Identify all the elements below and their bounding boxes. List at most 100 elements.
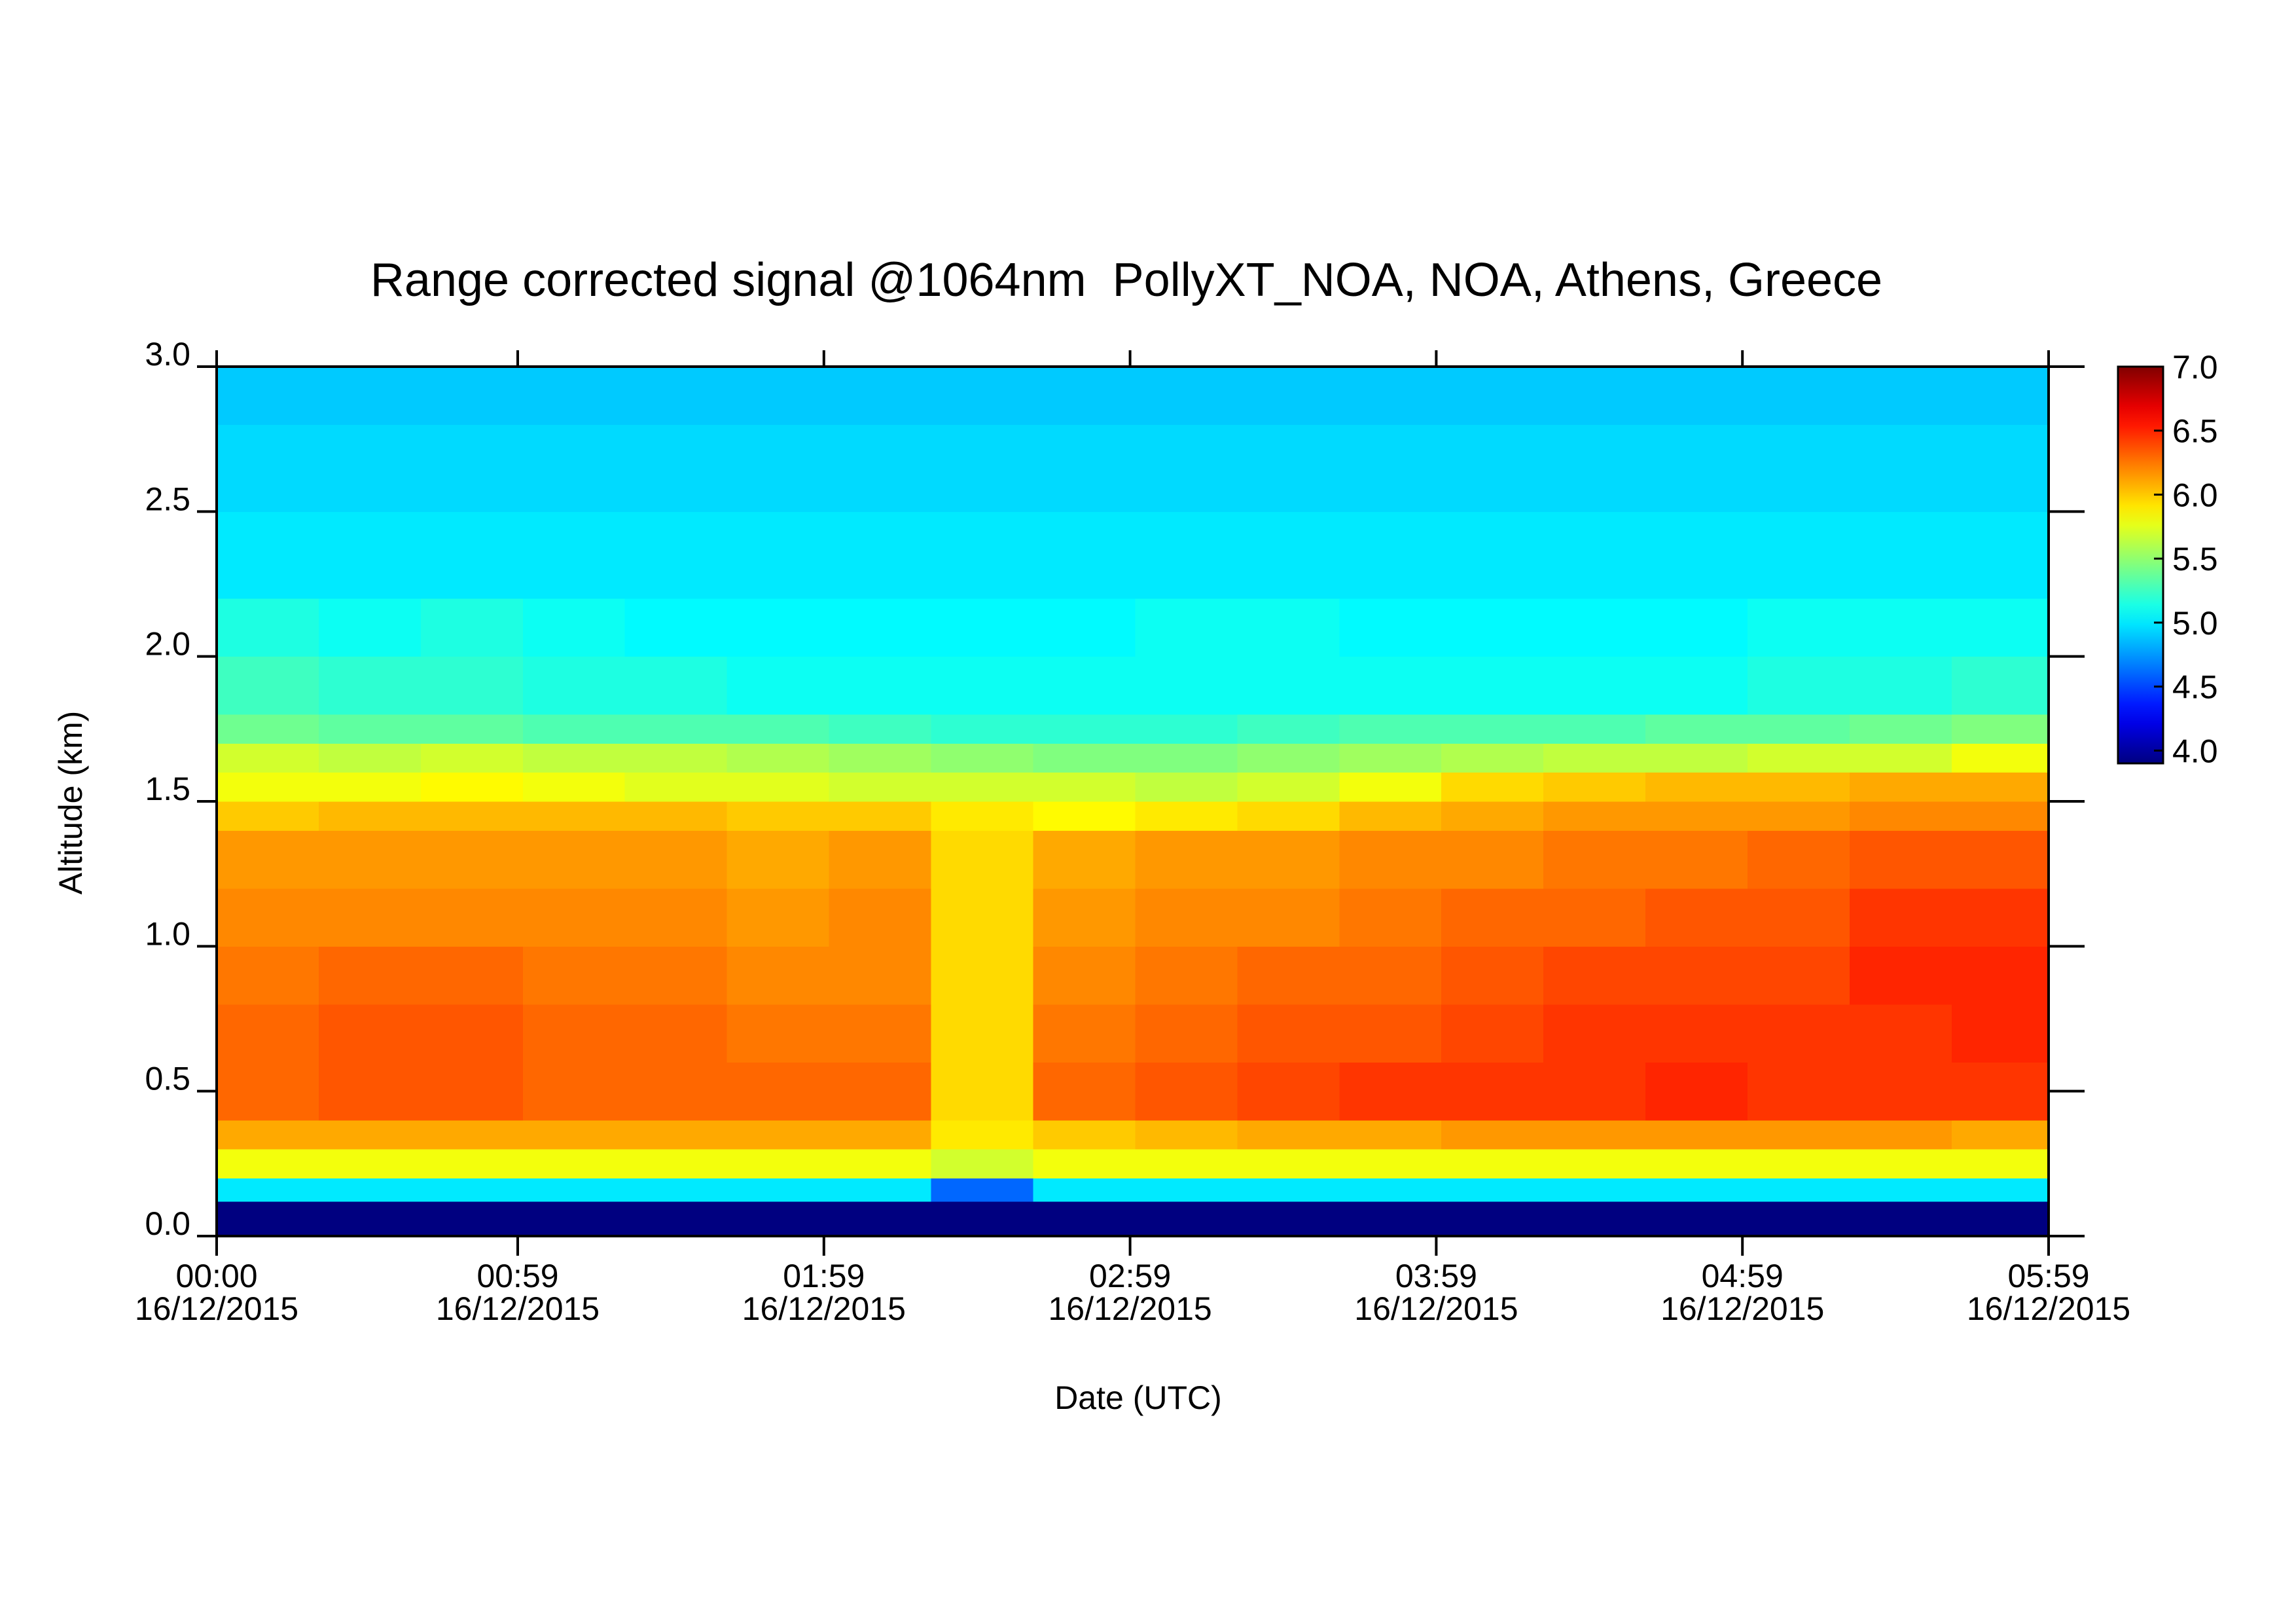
heatmap-cell [217, 801, 319, 831]
heatmap-cell [522, 714, 626, 744]
heatmap-cell [726, 772, 830, 802]
heatmap-cell [1033, 1004, 1136, 1063]
heatmap-cell [726, 598, 830, 657]
heatmap-cell [931, 598, 1033, 657]
heatmap-cell [1747, 598, 1850, 657]
heatmap-cell [931, 656, 1033, 715]
heatmap-cell [1543, 598, 1646, 657]
x-tick-date: 16/12/2015 [1354, 1290, 1518, 1327]
heatmap-cell [1339, 714, 1442, 744]
heatmap-cell [829, 801, 932, 831]
heatmap-cell [1849, 424, 1952, 512]
heatmap-cell [1645, 598, 1748, 657]
heatmap-cell [1339, 743, 1442, 773]
heatmap-cell [1237, 1120, 1340, 1150]
heatmap-cell [1441, 743, 1544, 773]
x-tick-date: 16/12/2015 [1048, 1290, 1211, 1327]
heatmap-cell [1237, 714, 1340, 744]
heatmap-cell [1849, 1004, 1952, 1063]
heatmap-cell [318, 946, 422, 1005]
heatmap-cell [217, 598, 319, 657]
heatmap-cell [1339, 1149, 1442, 1178]
chart-title: Range corrected signal @1064nm PollyXT_N… [370, 254, 1882, 306]
heatmap-cell [624, 772, 728, 802]
heatmap-cell [522, 424, 626, 512]
heatmap-cell [1237, 1062, 1340, 1121]
heatmap-cell [1543, 743, 1646, 773]
heatmap-cell [1339, 1062, 1442, 1121]
heatmap-cell [522, 1120, 626, 1150]
heatmap-cell [1441, 598, 1544, 657]
heatmap-cell [624, 946, 728, 1005]
heatmap-cell [1441, 1201, 1544, 1237]
heatmap-cell [1543, 1062, 1646, 1121]
heatmap-cell [522, 946, 626, 1005]
heatmap-cell [931, 424, 1033, 512]
heatmap-cell [1951, 946, 2049, 1005]
heatmap-cell [1543, 1004, 1646, 1063]
heatmap-cell [217, 772, 319, 802]
heatmap-cell [1645, 1120, 1748, 1150]
heatmap-cell [420, 1120, 524, 1150]
heatmap-cell [1849, 714, 1952, 744]
heatmap-cell [318, 1062, 422, 1121]
heatmap-cell [318, 888, 422, 947]
heatmap-cell [1645, 743, 1748, 773]
heatmap-cell [829, 946, 932, 1005]
heatmap-cell [1237, 511, 1340, 599]
heatmap-cell [1135, 1178, 1238, 1202]
heatmap-cell [217, 830, 319, 889]
heatmap-cell [318, 830, 422, 889]
heatmap-cell [217, 888, 319, 947]
heatmap-cell [1645, 1201, 1748, 1237]
x-tick-date: 16/12/2015 [436, 1290, 600, 1327]
heatmap-cell [1033, 946, 1136, 1005]
heatmap-cell [1339, 598, 1442, 657]
heatmap-cell [931, 888, 1033, 947]
heatmap-cell [1033, 424, 1136, 512]
heatmap-cell [1339, 801, 1442, 831]
heatmap-cell [1747, 1120, 1850, 1150]
heatmap-cell [1747, 1062, 1850, 1121]
heatmap-cell [1543, 714, 1646, 744]
heatmap-cell [1339, 1178, 1442, 1202]
heatmap-cell [624, 367, 728, 426]
heatmap-cell [1441, 424, 1544, 512]
heatmap-cell [217, 714, 319, 744]
heatmap-cell [1135, 1062, 1238, 1121]
heatmap-cell [1849, 511, 1952, 599]
heatmap-cell [1441, 1149, 1544, 1178]
heatmap-cell [931, 946, 1033, 1005]
x-tick-label: 01:59 [783, 1258, 865, 1294]
heatmap-cell [1747, 511, 1850, 599]
heatmap-cell [726, 1120, 830, 1150]
heatmap-cell [420, 946, 524, 1005]
heatmap-cell [217, 1120, 319, 1150]
heatmap-cell [217, 1178, 319, 1202]
heatmap-cell [1747, 714, 1850, 744]
heatmap-cell [1951, 598, 2049, 657]
heatmap-cell [1543, 946, 1646, 1005]
heatmap-cell [1339, 1201, 1442, 1237]
heatmap-cell [318, 1004, 422, 1063]
heatmap-cell [1849, 888, 1952, 947]
heatmap-cell [1033, 801, 1136, 831]
heatmap-cell [1747, 1201, 1850, 1237]
heatmap-cell [1135, 714, 1238, 744]
heatmap-cell [318, 1149, 422, 1178]
heatmap-cell [1441, 888, 1544, 947]
heatmap-cell [1339, 511, 1442, 599]
heatmap-cell [931, 1178, 1033, 1202]
heatmap-cell [1033, 1062, 1136, 1121]
heatmap-cell [726, 1062, 830, 1121]
heatmap-cell [1135, 743, 1238, 773]
heatmap-cell [1849, 1120, 1952, 1150]
heatmap-cell [420, 511, 524, 599]
x-tick-label: 04:59 [1702, 1258, 1784, 1294]
heatmap-cell [1543, 1149, 1646, 1178]
x-axis-label: Date (UTC) [1054, 1379, 1222, 1416]
heatmap-cell [217, 1004, 319, 1063]
heatmap-cell [829, 1120, 932, 1150]
heatmap-cell [522, 598, 626, 657]
